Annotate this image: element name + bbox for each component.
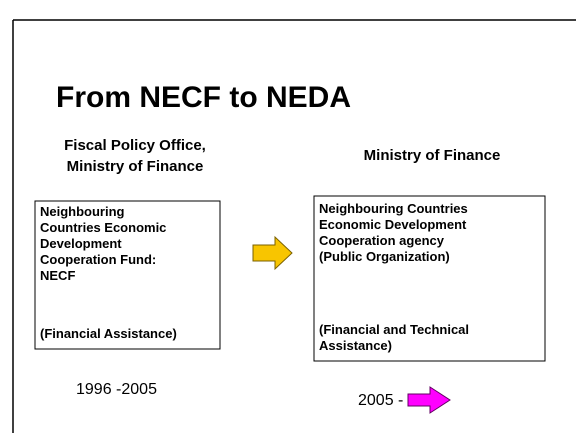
box-line: Economic Development bbox=[319, 217, 467, 232]
arrow bbox=[407, 386, 451, 414]
box-line: Development bbox=[40, 236, 122, 251]
left-period: 1996 -2005 bbox=[76, 381, 157, 398]
box-line: Cooperation Fund: bbox=[40, 252, 156, 267]
left-heading: Ministry of Finance bbox=[67, 158, 204, 175]
right-box bbox=[313, 195, 546, 362]
left-heading: Fiscal Policy Office, bbox=[64, 137, 206, 154]
box-line: Cooperation agency bbox=[319, 233, 445, 248]
box-line: (Public Organization) bbox=[319, 249, 450, 264]
box-line: (Financial Assistance) bbox=[40, 326, 177, 341]
title: From NECF to NEDA bbox=[56, 81, 351, 114]
left-box bbox=[34, 200, 221, 350]
box-line: Countries Economic bbox=[40, 220, 166, 235]
box-line: NECF bbox=[40, 268, 75, 283]
arrow bbox=[252, 235, 293, 271]
box-line: Neighbouring bbox=[40, 204, 125, 219]
box-line: Assistance) bbox=[319, 338, 392, 353]
right-period: 2005 - bbox=[358, 392, 403, 409]
box-line: (Financial and Technical bbox=[319, 322, 469, 337]
box-line: Neighbouring Countries bbox=[319, 201, 468, 216]
right-heading: Ministry of Finance bbox=[364, 147, 501, 164]
